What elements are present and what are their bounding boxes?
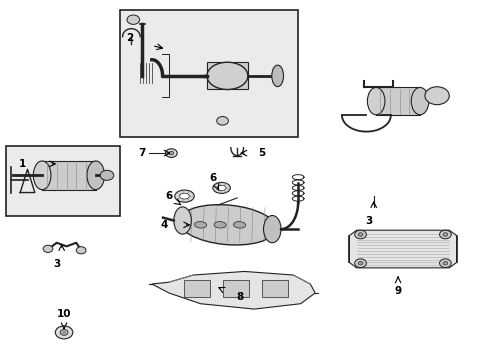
Bar bbox=[261, 280, 288, 297]
Ellipse shape bbox=[263, 216, 281, 243]
Ellipse shape bbox=[174, 190, 194, 202]
Polygon shape bbox=[152, 271, 315, 309]
Ellipse shape bbox=[217, 185, 225, 190]
Ellipse shape bbox=[33, 161, 51, 190]
Ellipse shape bbox=[439, 259, 450, 267]
Ellipse shape bbox=[439, 230, 450, 239]
Text: 9: 9 bbox=[394, 286, 401, 296]
Text: 5: 5 bbox=[257, 148, 264, 158]
Bar bbox=[375, 87, 419, 115]
Ellipse shape bbox=[271, 65, 283, 87]
Ellipse shape bbox=[43, 245, 53, 252]
Text: 3: 3 bbox=[365, 216, 372, 226]
Text: 6: 6 bbox=[209, 173, 216, 183]
Text: 6: 6 bbox=[165, 191, 172, 201]
Ellipse shape bbox=[216, 117, 228, 125]
Polygon shape bbox=[348, 230, 456, 268]
Ellipse shape bbox=[442, 261, 447, 265]
Bar bbox=[5, 146, 120, 216]
Ellipse shape bbox=[357, 261, 362, 265]
Text: 7: 7 bbox=[138, 148, 145, 158]
Text: 4: 4 bbox=[160, 220, 167, 230]
Ellipse shape bbox=[60, 329, 68, 335]
Bar bbox=[222, 280, 249, 297]
Ellipse shape bbox=[173, 207, 191, 234]
Ellipse shape bbox=[206, 62, 247, 90]
Ellipse shape bbox=[214, 221, 226, 228]
Ellipse shape bbox=[354, 230, 366, 239]
Ellipse shape bbox=[424, 87, 448, 105]
Ellipse shape bbox=[442, 233, 447, 236]
Ellipse shape bbox=[76, 247, 86, 254]
Text: 3: 3 bbox=[53, 259, 61, 269]
Ellipse shape bbox=[194, 221, 206, 228]
Text: 1: 1 bbox=[19, 159, 26, 169]
Ellipse shape bbox=[179, 193, 189, 199]
Ellipse shape bbox=[168, 151, 173, 155]
Ellipse shape bbox=[212, 183, 230, 193]
Bar bbox=[120, 10, 298, 137]
Ellipse shape bbox=[100, 170, 114, 180]
Ellipse shape bbox=[233, 221, 245, 228]
Bar bbox=[207, 62, 247, 90]
Text: 2: 2 bbox=[126, 33, 133, 43]
Bar bbox=[183, 280, 210, 297]
Ellipse shape bbox=[410, 87, 428, 115]
Bar bbox=[42, 161, 96, 190]
Ellipse shape bbox=[165, 149, 177, 157]
Ellipse shape bbox=[357, 233, 362, 236]
Ellipse shape bbox=[354, 259, 366, 267]
Ellipse shape bbox=[87, 161, 104, 190]
Ellipse shape bbox=[366, 87, 384, 115]
Ellipse shape bbox=[127, 15, 140, 24]
Ellipse shape bbox=[62, 331, 65, 333]
Text: 8: 8 bbox=[236, 292, 243, 302]
Ellipse shape bbox=[55, 326, 73, 339]
Text: 10: 10 bbox=[57, 310, 71, 319]
Ellipse shape bbox=[179, 205, 275, 245]
